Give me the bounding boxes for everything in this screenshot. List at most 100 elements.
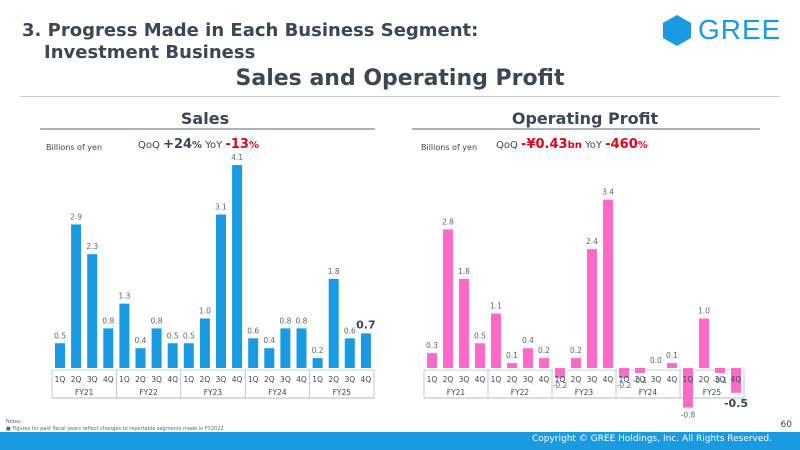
sales-bar bbox=[199, 318, 210, 368]
profit-tick-label: 2Q bbox=[635, 375, 646, 384]
sales-data-label: 0.5 bbox=[54, 331, 66, 340]
profit-data-label: -0.8 bbox=[681, 411, 696, 420]
sales-tick-label: 1Q bbox=[183, 375, 194, 384]
sales-bar bbox=[183, 343, 194, 368]
sales-data-label: 0.4 bbox=[263, 336, 275, 345]
sales-fiscal-year-label: FY22 bbox=[139, 388, 158, 397]
sales-bar bbox=[328, 278, 339, 368]
profit-tick-label: 1Q bbox=[555, 375, 566, 384]
profit-data-label: 0.1 bbox=[666, 351, 678, 360]
profit-bar bbox=[603, 199, 613, 368]
profit-yoy-value: -460 bbox=[605, 137, 638, 152]
profit-bar bbox=[459, 278, 469, 368]
sales-bar bbox=[87, 254, 98, 368]
sales-data-label: 0.7 bbox=[356, 318, 376, 331]
title-line-1: 3. Progress Made in Each Business Segmen… bbox=[22, 20, 479, 41]
sales-tick-label: 2Q bbox=[200, 375, 211, 384]
profit-data-label: -0.1 bbox=[713, 376, 728, 385]
note-1: ■ Figures for past fiscal years reflect … bbox=[6, 426, 224, 432]
profit-yoy-label: YoY bbox=[582, 140, 605, 151]
sales-data-label: 2.3 bbox=[86, 242, 98, 251]
profit-data-label: 1.0 bbox=[698, 307, 710, 316]
profit-tick-label: 4Q bbox=[539, 375, 550, 384]
profit-data-label: -0.2 bbox=[617, 381, 632, 390]
page-title: 3. Progress Made in Each Business Segmen… bbox=[22, 20, 478, 64]
profit-bar bbox=[619, 368, 629, 378]
profit-bar bbox=[491, 313, 501, 368]
profit-data-label: 1.1 bbox=[490, 302, 502, 311]
profit-data-label: 0.1 bbox=[506, 351, 518, 360]
sales-qoq-value: +24 bbox=[163, 137, 192, 152]
title-line-2: Investment Business bbox=[44, 42, 256, 63]
profit-bar bbox=[507, 363, 517, 368]
profit-tick-label: 1Q bbox=[491, 375, 502, 384]
profit-bar bbox=[635, 368, 645, 373]
profit-data-label: 0.5 bbox=[474, 331, 486, 340]
notes-title: Notes: bbox=[6, 419, 23, 425]
sales-tick-label: 1Q bbox=[119, 375, 130, 384]
profit-bar bbox=[555, 368, 565, 378]
sales-bar bbox=[280, 328, 291, 368]
profit-data-label: 0.2 bbox=[538, 346, 550, 355]
profit-fiscal-year-label: FY25 bbox=[703, 388, 722, 397]
sales-data-label: 4.1 bbox=[231, 153, 243, 162]
profit-qoq-unit: bn bbox=[568, 140, 582, 151]
sales-tick-label: 3Q bbox=[151, 375, 162, 384]
sales-tick-label: 3Q bbox=[344, 375, 355, 384]
sales-data-label: 0.4 bbox=[135, 336, 147, 345]
profit-data-label: -0.1 bbox=[633, 376, 648, 385]
sales-tick-label: 1Q bbox=[312, 375, 323, 384]
profit-qoq-label: QoQ bbox=[496, 140, 521, 151]
profit-chart-title: Operating Profit bbox=[512, 109, 659, 128]
sales-bar bbox=[232, 165, 243, 368]
sales-data-label: 1.8 bbox=[328, 267, 340, 276]
footer-bar bbox=[0, 432, 800, 450]
notes: Notes: ■ Figures for past fiscal years r… bbox=[6, 419, 224, 433]
sales-data-label: 2.9 bbox=[70, 212, 82, 221]
profit-data-label: 1.8 bbox=[458, 267, 470, 276]
sales-bar bbox=[264, 348, 275, 368]
profit-data-label: 0.4 bbox=[522, 336, 534, 345]
sales-bar bbox=[151, 328, 162, 368]
sales-tick-label: 4Q bbox=[296, 375, 307, 384]
profit-bar bbox=[667, 363, 677, 368]
sales-tick-label: 4Q bbox=[167, 375, 178, 384]
profit-bar bbox=[587, 249, 597, 368]
sales-bar bbox=[135, 348, 146, 368]
sales-data-label: 0.5 bbox=[183, 331, 195, 340]
sales-yoy-label: YoY bbox=[202, 140, 225, 151]
profit-data-label: 3.4 bbox=[602, 188, 614, 197]
profit-data-label: 0.0 bbox=[650, 356, 662, 365]
sales-yoy-unit: % bbox=[249, 140, 259, 151]
profit-fiscal-year-label: FY23 bbox=[575, 388, 594, 397]
sales-tick-label: 2Q bbox=[71, 375, 82, 384]
sales-change-summary: QoQ +24% YoY -13% bbox=[138, 137, 259, 152]
profit-tick-label: 3Q bbox=[715, 375, 726, 384]
sales-tick-label: 1Q bbox=[55, 375, 66, 384]
profit-bar bbox=[699, 318, 709, 368]
profit-bar bbox=[571, 358, 581, 368]
profit-tick-label: 4Q bbox=[603, 375, 614, 384]
sales-bar bbox=[103, 328, 114, 368]
heading-divider bbox=[20, 96, 780, 97]
profit-bar bbox=[475, 343, 485, 368]
profit-data-label: -0.2 bbox=[553, 381, 568, 390]
profit-tick-label: 3Q bbox=[523, 375, 534, 384]
profit-tick-label: 2Q bbox=[443, 375, 454, 384]
sales-data-label: 0.5 bbox=[167, 331, 179, 340]
sales-bar bbox=[360, 333, 371, 368]
sales-bar bbox=[344, 338, 355, 368]
sales-chart-title: Sales bbox=[181, 109, 229, 128]
copyright: Copyright © GREE Holdings, Inc. All Righ… bbox=[531, 434, 772, 444]
profit-data-label: 2.8 bbox=[442, 217, 454, 226]
profit-fiscal-year-label: FY24 bbox=[639, 388, 658, 397]
profit-tick-label: 2Q bbox=[507, 375, 518, 384]
charts-area: Sales Billions of yen QoQ +24% YoY -13% 0.5… bbox=[40, 109, 760, 420]
sales-tick-label: 4Q bbox=[232, 375, 243, 384]
sales-tick-label: 4Q bbox=[103, 375, 114, 384]
sales-qoq-unit: % bbox=[192, 140, 202, 151]
sales-tick-label: 4Q bbox=[361, 375, 372, 384]
profit-tick-label: 4Q bbox=[475, 375, 486, 384]
hexagon-logo-icon bbox=[663, 15, 691, 46]
profit-bar bbox=[523, 348, 533, 368]
